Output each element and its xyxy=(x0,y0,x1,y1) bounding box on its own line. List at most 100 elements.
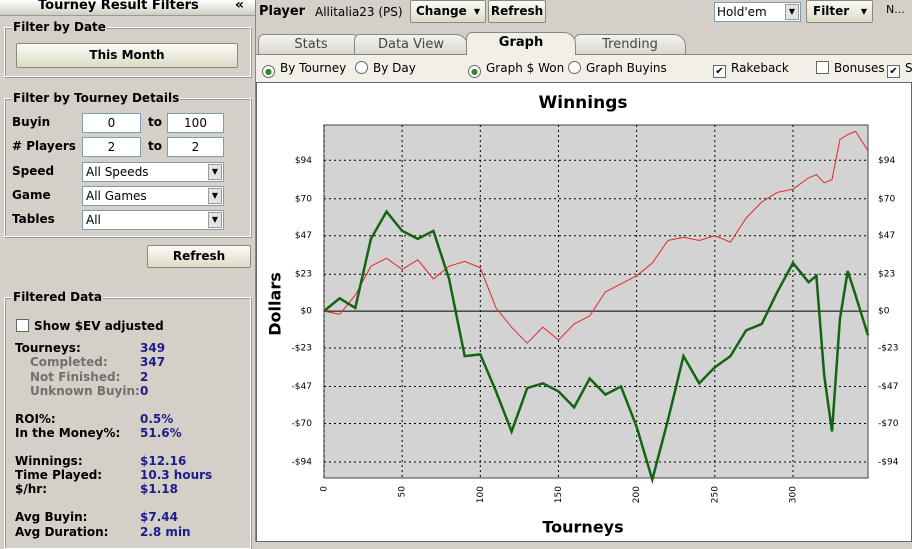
refresh-button[interactable]: Refresh xyxy=(147,245,251,268)
option-radio[interactable]: ● Graph $ Won xyxy=(468,61,564,78)
text-input[interactable]: 0 xyxy=(82,113,141,133)
select-value: Hold'em xyxy=(717,5,767,19)
option-radio[interactable]: By Day xyxy=(355,61,416,75)
select-arrow[interactable]: ▼ xyxy=(208,212,222,228)
option-check[interactable]: ✔ Rakeback xyxy=(713,61,789,78)
tab[interactable]: Stats xyxy=(258,34,364,55)
y-tick-label: -$47 xyxy=(292,382,312,392)
y-tick-label: -$70 xyxy=(292,419,313,429)
option-label: By Day xyxy=(373,61,416,75)
x-tick-label: 150 xyxy=(554,486,564,503)
field-label: Buyin xyxy=(12,115,51,129)
y-tick-label: $23 xyxy=(295,270,312,280)
stat-value: 10.3 hours xyxy=(140,468,213,483)
select-value: All Games xyxy=(86,189,147,203)
stat-value: 347 xyxy=(140,355,166,370)
stat-label: Winnings: xyxy=(15,453,83,468)
stat-value: $7.44 xyxy=(140,510,178,525)
stat-label: Avg Duration: xyxy=(15,524,109,539)
check[interactable] xyxy=(816,61,829,74)
text-input[interactable]: 2 xyxy=(82,137,141,157)
radio[interactable] xyxy=(355,61,368,74)
date-button[interactable]: This Month xyxy=(16,43,238,68)
field-label: Tables xyxy=(12,212,55,226)
more-menu[interactable]: N... xyxy=(886,3,905,16)
select[interactable]: All Speeds ▼ xyxy=(82,162,224,182)
x-tick-label: 200 xyxy=(632,486,642,503)
y-tick-label: $70 xyxy=(295,194,312,204)
text-input[interactable]: 100 xyxy=(167,113,224,133)
stat-label: Tourneys: xyxy=(15,341,81,355)
toolbar xyxy=(256,0,912,28)
filter-button[interactable]: Filter ▼ xyxy=(806,0,873,23)
radio[interactable] xyxy=(568,61,581,74)
game-select[interactable]: Hold'em ▼ xyxy=(714,2,801,22)
option-label: Graph Buyins xyxy=(586,61,667,75)
option-radio[interactable]: ● By Tourney xyxy=(262,61,346,78)
x-tick-label: 0 xyxy=(320,486,330,492)
stat-value: 2.8 min xyxy=(140,524,191,539)
y-tick-label: $47 xyxy=(878,231,895,241)
tab[interactable]: Graph xyxy=(466,32,576,55)
option-label: By Tourney xyxy=(280,61,347,75)
option-check[interactable]: Bonuses xyxy=(816,61,885,75)
select-arrow[interactable]: ▼ xyxy=(208,164,222,180)
check[interactable]: ✔ xyxy=(887,65,900,78)
y-axis-label: Dollars xyxy=(266,272,285,335)
y-tick-label: $47 xyxy=(295,231,312,241)
tab-underline xyxy=(256,54,912,55)
y-tick-label: $0 xyxy=(301,307,313,317)
tab[interactable]: Data View xyxy=(354,34,468,55)
x-tick-label: 250 xyxy=(710,486,720,503)
field-label: # Players xyxy=(12,139,76,153)
checkbox[interactable] xyxy=(16,319,29,332)
select[interactable]: All Games ▼ xyxy=(82,186,224,206)
stat-label: $/hr: xyxy=(15,482,47,497)
stat-value: 2 xyxy=(140,369,149,384)
ev-checkbox[interactable]: Show $EV adjusted xyxy=(16,319,164,333)
y-tick-label: $70 xyxy=(878,194,895,204)
series-line xyxy=(323,130,869,344)
option-label: S xyxy=(905,61,912,75)
stat-value: 0.5% xyxy=(140,411,174,426)
y-tick-label: -$23 xyxy=(878,344,898,354)
tab[interactable]: Trending xyxy=(574,34,686,55)
sidebar-header xyxy=(0,0,255,16)
select-value: All Speeds xyxy=(86,165,149,179)
y-tick-label: -$47 xyxy=(878,382,898,392)
radio[interactable]: ● xyxy=(262,65,275,78)
button-label: Filter xyxy=(813,4,850,18)
checkbox-label: Show $EV adjusted xyxy=(34,319,164,333)
x-axis-label: Tourneys xyxy=(542,518,623,537)
group-title: Filter by Date xyxy=(12,20,107,34)
stat-label: In the Money%: xyxy=(15,426,121,440)
chart-title: Winnings xyxy=(538,93,627,113)
y-tick-label: $0 xyxy=(878,307,890,317)
option-check[interactable]: ✔ S xyxy=(887,61,912,78)
stat-value: 51.6% xyxy=(140,426,182,440)
y-tick-label: -$94 xyxy=(878,457,899,467)
change-button[interactable]: Change ▼ xyxy=(410,0,486,23)
to-label: to xyxy=(148,115,162,129)
select-arrow[interactable]: ▼ xyxy=(208,188,222,204)
x-tick-label: 100 xyxy=(476,486,486,503)
stat-label: Avg Buyin: xyxy=(15,510,88,525)
player-label: Player xyxy=(259,4,306,19)
stat-label: ROI%: xyxy=(15,411,56,426)
option-radio[interactable]: Graph Buyins xyxy=(568,61,667,75)
radio[interactable]: ● xyxy=(468,65,481,78)
text-input[interactable]: 2 xyxy=(167,137,224,157)
sidebar: Tourney Result Filters « Filter by Date … xyxy=(0,0,256,549)
select[interactable]: All ▼ xyxy=(82,210,224,230)
group-title: Filtered Data xyxy=(12,290,104,304)
select-value: All xyxy=(86,213,101,227)
collapse-button[interactable]: « xyxy=(235,0,245,13)
refresh-button[interactable]: Refresh xyxy=(488,0,546,23)
field-label: Game xyxy=(12,188,51,202)
check[interactable]: ✔ xyxy=(713,65,726,78)
y-tick-label: -$70 xyxy=(878,419,899,429)
stat-value: 349 xyxy=(140,341,166,355)
sidebar-title: Tourney Result Filters xyxy=(38,0,199,13)
option-label: Graph $ Won xyxy=(486,61,565,75)
y-tick-label: $94 xyxy=(878,156,895,166)
